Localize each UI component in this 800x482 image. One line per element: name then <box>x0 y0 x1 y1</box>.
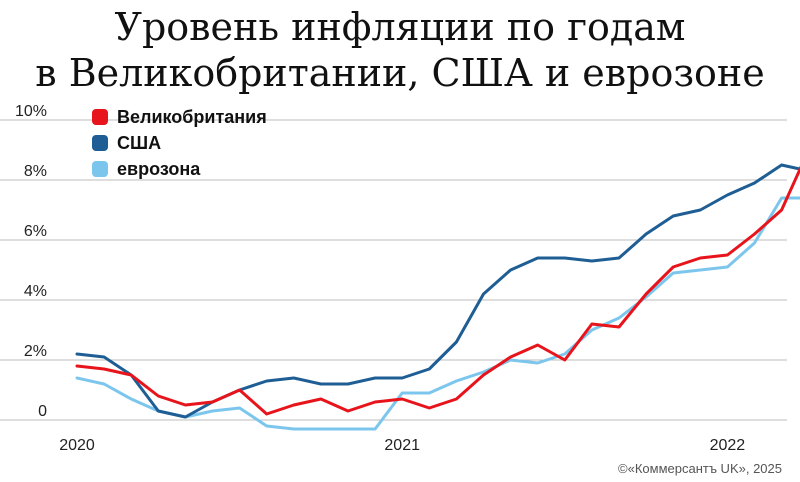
series-line-1 <box>75 165 800 416</box>
grid-lines <box>0 119 787 421</box>
y-tick-label: 4% <box>24 283 47 300</box>
x-axis-ticks: 202020212022202320242025 <box>59 437 746 454</box>
legend-swatch <box>92 161 108 177</box>
y-axis-ticks: 0 2% 4% 6% 8% 10% <box>15 103 47 420</box>
y-tick-label: 2% <box>24 343 47 360</box>
y-tick-label: 10% <box>15 103 47 120</box>
series-line-2 <box>75 163 800 419</box>
legend: Великобритания США еврозона <box>92 107 267 179</box>
x-tick-label: 2020 <box>59 437 95 454</box>
series-line-3 <box>75 196 800 431</box>
legend-label: еврозона <box>117 159 201 179</box>
legend-label: США <box>117 133 161 153</box>
legend-swatch <box>92 109 108 125</box>
copyright-credit: ©«Коммерсантъ UK», 2025 <box>618 461 782 476</box>
y-tick-label: 8% <box>24 163 47 180</box>
y-tick-label: 0 <box>38 403 47 420</box>
legend-label: Великобритания <box>117 107 267 127</box>
chart-title-line-2: в Великобритании, США и еврозоне <box>35 51 765 95</box>
y-tick-label: 6% <box>24 223 47 240</box>
x-tick-label: 2021 <box>384 437 420 454</box>
chart-title: Уровень инфляции по годам в Великобритан… <box>0 4 800 96</box>
chart-title-line-1: Уровень инфляции по годам <box>114 5 686 49</box>
legend-swatch <box>92 135 108 151</box>
x-tick-label: 2022 <box>710 437 746 454</box>
series-lines <box>75 163 800 431</box>
